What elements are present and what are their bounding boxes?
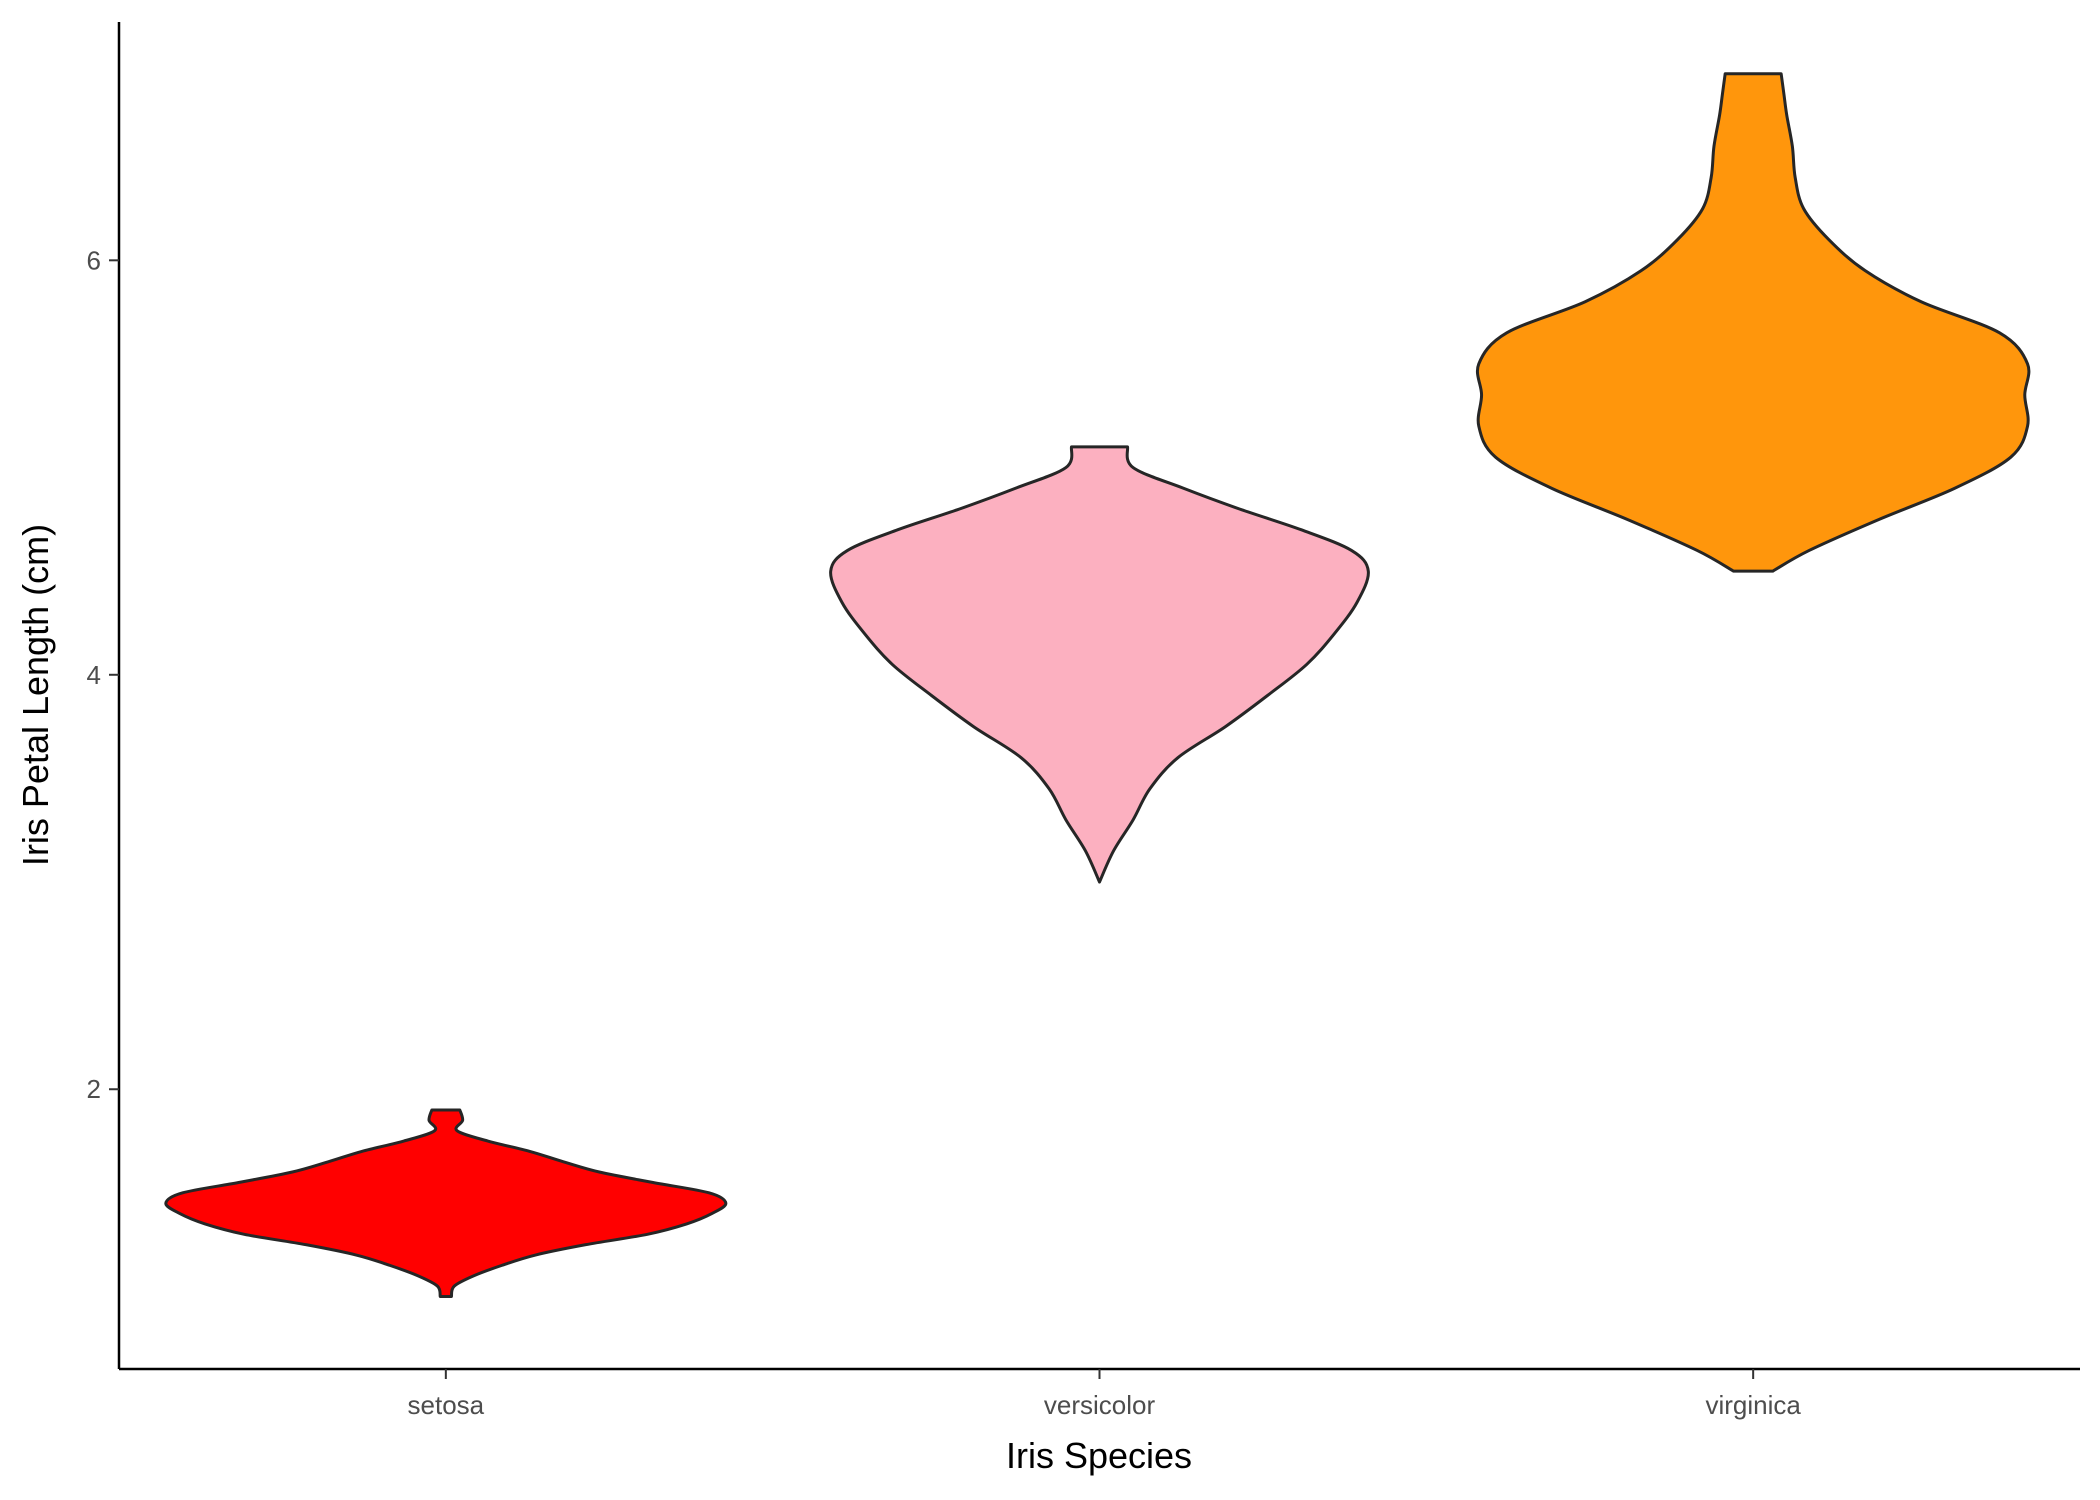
x-tick-label-virginica: virginica — [1705, 1390, 1801, 1420]
y-axis-title: Iris Petal Length (cm) — [15, 524, 56, 866]
violin-group — [164, 72, 2031, 1298]
y-tick-label: 6 — [87, 245, 101, 275]
y-tick-label: 2 — [87, 1074, 101, 1104]
violin-versicolor — [829, 445, 1370, 884]
violin-setosa — [164, 1108, 728, 1298]
y-tick-label: 4 — [87, 660, 101, 690]
x-tick-label-setosa: setosa — [408, 1390, 485, 1420]
y-axis-ticks: 2 4 6 — [87, 245, 119, 1104]
violin-virginica — [1475, 72, 2031, 573]
x-axis-ticks: setosa versicolor virginica — [408, 1369, 1801, 1420]
x-tick-label-versicolor: versicolor — [1044, 1390, 1156, 1420]
x-axis-title: Iris Species — [1006, 1435, 1192, 1476]
